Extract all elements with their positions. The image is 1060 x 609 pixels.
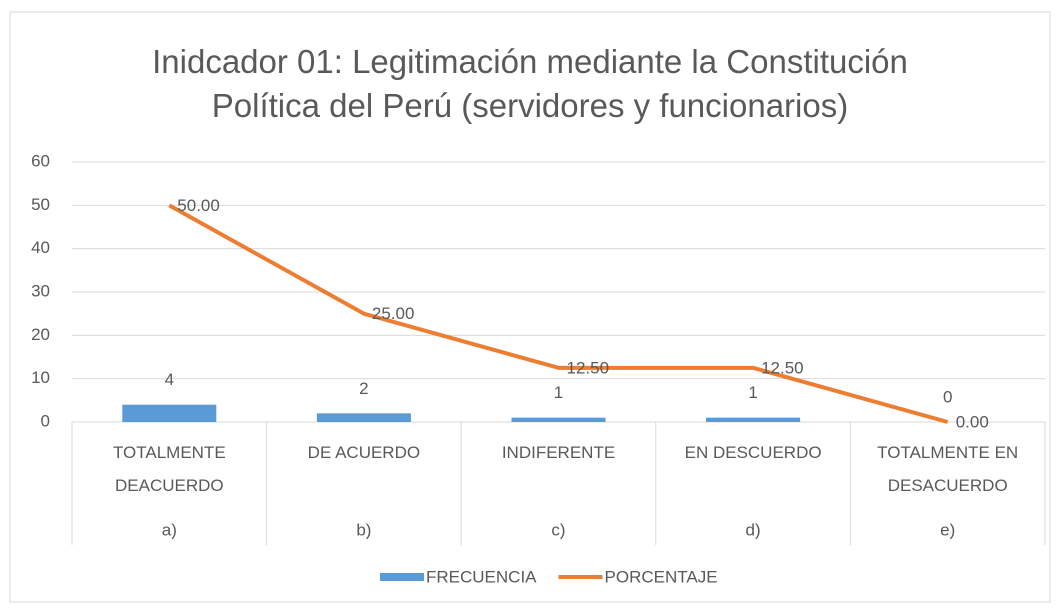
y-tick-label: 20 bbox=[31, 325, 50, 344]
line bbox=[168, 203, 949, 424]
line-value-label: 50.00 bbox=[177, 196, 220, 215]
chart-title: Inidcador 01: Legitimación mediante la C… bbox=[152, 43, 908, 124]
group-label: d) bbox=[746, 520, 761, 539]
bar bbox=[316, 413, 411, 422]
bar-value-label: 1 bbox=[554, 383, 563, 402]
legend-label: PORCENTAJE bbox=[605, 567, 718, 586]
category-box: TOTALMENTE DEACUERDO bbox=[112, 443, 226, 495]
y-tick-label: 50 bbox=[31, 195, 50, 214]
category-box: TOTALMENTE EN DESACUERDO bbox=[877, 443, 1019, 495]
y-tick-label: 0 bbox=[41, 411, 50, 430]
category-box: EN DESCUERDO bbox=[684, 443, 822, 462]
bar bbox=[122, 404, 217, 422]
bar-value-label: 2 bbox=[359, 379, 368, 398]
line-value-label: 12.50 bbox=[761, 358, 804, 377]
bar bbox=[706, 417, 801, 422]
y-tick-label: 60 bbox=[31, 151, 50, 170]
line-value-label: 25.00 bbox=[372, 304, 415, 323]
x-tick-label: DE ACUERDO bbox=[307, 443, 421, 462]
x-tick-label: EN DESCUERDO bbox=[684, 443, 822, 462]
group-label: a) bbox=[162, 520, 177, 539]
x-tick-label: TOTALMENTE EN DESACUERDO bbox=[877, 443, 1019, 495]
line-value-label: 12.50 bbox=[567, 358, 610, 377]
bar-value-label: 0 bbox=[943, 387, 952, 406]
legend-label: FRECUENCIA bbox=[426, 567, 537, 586]
title-box: Inidcador 01: Legitimación mediante la C… bbox=[152, 43, 908, 124]
group-label: c) bbox=[551, 520, 565, 539]
category-box: INDIFERENTE bbox=[501, 443, 616, 462]
group-label: b) bbox=[356, 520, 371, 539]
y-tick-label: 30 bbox=[31, 281, 50, 300]
legend-symbol bbox=[380, 573, 424, 581]
bar-value-label: 1 bbox=[748, 383, 757, 402]
chart-border bbox=[9, 11, 1051, 603]
group-label: e) bbox=[940, 520, 955, 539]
x-tick-label: TOTALMENTE DEACUERDO bbox=[112, 443, 226, 495]
x-tick-label: INDIFERENTE bbox=[501, 443, 616, 462]
bar bbox=[511, 417, 606, 422]
y-tick-label: 10 bbox=[31, 368, 50, 387]
y-tick-label: 40 bbox=[31, 238, 50, 257]
line-value-label: 0.00 bbox=[956, 412, 989, 431]
bar-value-label: 4 bbox=[165, 370, 174, 389]
category-box: DE ACUERDO bbox=[307, 443, 421, 462]
